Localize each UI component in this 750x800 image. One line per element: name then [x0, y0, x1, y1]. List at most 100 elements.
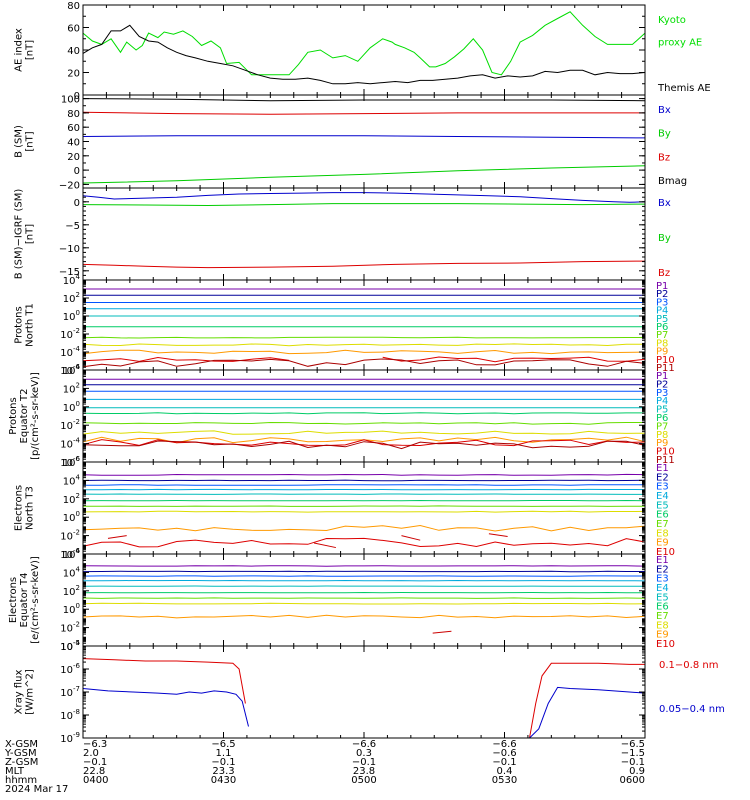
y-tick-label: 80 — [67, 1, 80, 12]
y-tick-label: 102 — [63, 291, 80, 305]
y-tick-label: 10-4 — [60, 437, 80, 451]
y-tick-label: 60 — [67, 123, 80, 134]
ephemeris-value: 0.3 — [356, 748, 372, 759]
panel-ee4: 10-410-2100102104106E1E2E3E4E5E6E7E8E9E1… — [60, 547, 675, 653]
tick-exponent: 2 — [76, 492, 80, 500]
y-tick-label: 80 — [67, 109, 80, 120]
channel-label: P9 — [656, 438, 668, 449]
ylabel-line: North T1 — [25, 303, 36, 347]
ephemeris-value: −0.6 — [492, 748, 516, 759]
ephemeris-row-name: X-GSM — [5, 739, 38, 750]
time-ticks — [82, 280, 646, 370]
y-tick-label: 102 — [63, 381, 80, 395]
ephemeris-value: −0.1 — [621, 757, 645, 768]
y-tick-label: 40 — [67, 138, 80, 149]
channel-label: E9 — [656, 538, 669, 549]
time-ticks — [82, 462, 646, 554]
panel-en3: 10-410-2100102104106E1E2E3E4E5E6E7E8E9E1… — [60, 455, 675, 561]
ephemeris-value: 0600 — [620, 775, 645, 786]
ylabel-line: Electrons — [8, 577, 19, 623]
ylabel-line: North T3 — [25, 486, 36, 530]
y-tick-label: −20 — [59, 180, 80, 191]
tick-exponent: -6 — [73, 363, 81, 371]
tick-exponent: -2 — [73, 529, 80, 537]
channel-label: E8 — [656, 620, 669, 631]
tick-exponent: 4 — [76, 273, 81, 281]
ephemeris-value: 22.8 — [83, 766, 105, 777]
channel-label: E5 — [656, 592, 669, 603]
ylabel-line: [nT] — [25, 131, 36, 151]
y-tick-label: 60 — [67, 24, 80, 35]
tick-exponent: -4 — [73, 345, 81, 353]
channel-line-2 — [82, 479, 646, 482]
channel-label: E4 — [656, 491, 669, 502]
channel-fragment — [313, 542, 337, 549]
ephemeris-value: −0.1 — [352, 757, 376, 768]
y-tick-label: 10-9 — [60, 731, 80, 745]
tick-exponent: -9 — [73, 731, 80, 739]
channel-label: E7 — [656, 611, 669, 622]
legend-entry: Bx — [658, 198, 671, 209]
panel-frame — [82, 553, 646, 647]
channel-line-3 — [82, 484, 646, 486]
channel-line-6 — [82, 412, 645, 415]
ephemeris-value: 0530 — [492, 775, 517, 786]
time-ticks — [82, 646, 646, 738]
tick-exponent: -2 — [73, 418, 80, 426]
y-tick-label: 102 — [63, 584, 80, 598]
channel-fragment — [107, 535, 127, 539]
tick-exponent: 6 — [76, 455, 81, 463]
channel-line-10 — [82, 537, 646, 548]
y-tick-label: 10-2 — [60, 327, 80, 341]
tick-exponent: 6 — [76, 547, 81, 555]
channel-line-7 — [82, 505, 646, 507]
time-ticks — [82, 370, 646, 462]
xray-line-1 — [529, 686, 646, 739]
ephemeris-value: −6.5 — [621, 739, 645, 750]
channel-fragment — [401, 535, 421, 541]
y-tick-label: 10-2 — [60, 621, 80, 635]
channel-label: E2 — [656, 564, 669, 575]
ephemeris-row-name: Z-GSM — [5, 757, 38, 768]
channel-label: P3 — [656, 297, 668, 308]
time-ticks — [82, 188, 646, 280]
ephemeris-value: 23.8 — [353, 766, 375, 777]
ephemeris-value: −0.1 — [492, 757, 516, 768]
channel-line-8 — [82, 430, 646, 435]
series-line-1 — [82, 24, 646, 85]
ylabel-line: AE index — [14, 28, 25, 72]
ephemeris-row-name: hhmm — [5, 775, 37, 786]
legend-entry: Bz — [658, 268, 670, 279]
ylabel-line: [nT] — [25, 224, 36, 244]
ephemeris-value: 23.3 — [212, 766, 234, 777]
ephemeris-value: 0500 — [351, 775, 376, 786]
series-line-2 — [82, 260, 646, 269]
channel-label: P5 — [656, 314, 668, 325]
ylabel-line: Protons — [14, 306, 25, 343]
tick-exponent: 4 — [76, 565, 81, 573]
tick-exponent: -4 — [73, 547, 81, 555]
y-tick-label: 100 — [61, 95, 80, 106]
y-tick-label: 106 — [63, 547, 81, 561]
channel-label: E7 — [656, 519, 669, 530]
channel-line-10 — [382, 356, 646, 363]
panel-frame — [82, 461, 646, 555]
series-line-1 — [82, 203, 646, 207]
y-tick-label: −10 — [59, 244, 80, 255]
panel-frame — [82, 279, 646, 371]
channel-label: E3 — [656, 482, 669, 493]
tick-exponent: 0 — [76, 309, 80, 317]
y-tick-label: 0 — [74, 166, 80, 177]
xray-line-0 — [529, 662, 645, 739]
channel-line-7 — [82, 597, 646, 599]
channel-label: E4 — [656, 583, 669, 594]
y-tick-label: 100 — [63, 400, 80, 414]
panel-pe2: 10-610-410-2100102104P1P2P3P4P5P6P7P8P9P… — [60, 363, 674, 469]
legend-entry: Bz — [658, 152, 670, 163]
channel-label: E10 — [656, 639, 675, 650]
channel-line-7 — [82, 336, 645, 339]
y-tick-label: 0 — [74, 91, 80, 102]
channel-label: E1 — [656, 555, 669, 566]
y-tick-label: 104 — [63, 363, 81, 377]
channel-fragment — [432, 630, 452, 634]
